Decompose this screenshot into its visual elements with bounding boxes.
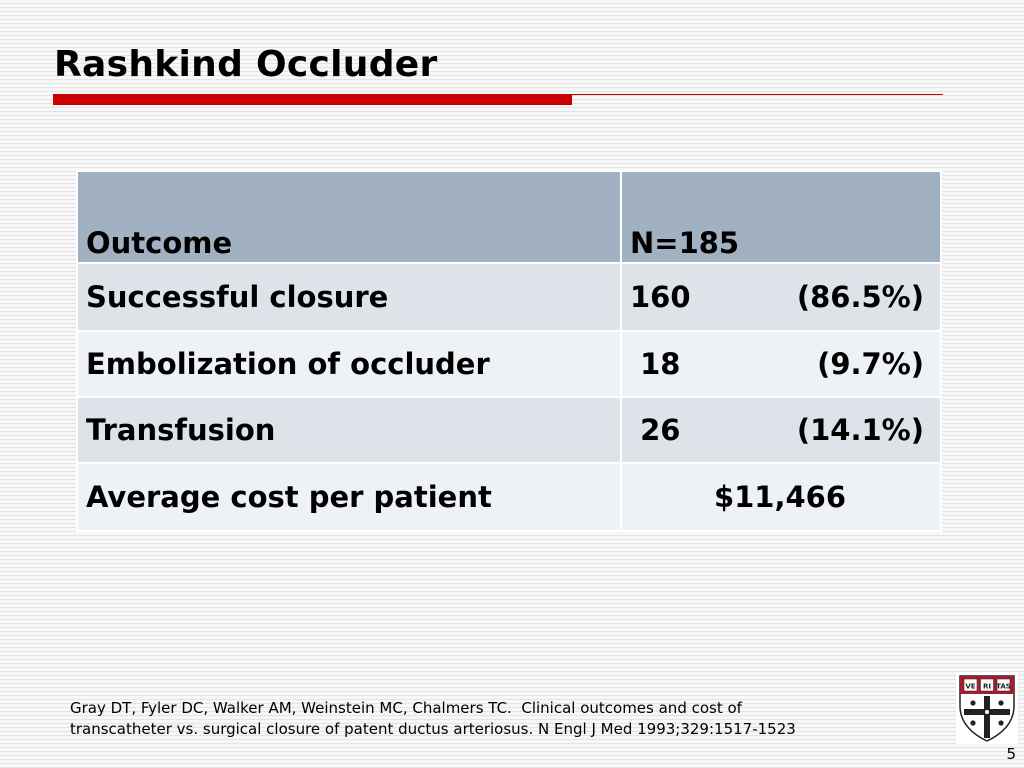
row-outcome-value: $11,466 <box>620 462 942 532</box>
row-outcome-value: 26 (14.1%) <box>620 396 942 464</box>
header-n: N=185 <box>620 170 942 264</box>
row-count: 160 <box>630 280 691 314</box>
table-row: Successful closure 160 (86.5%) <box>76 262 942 332</box>
row-count: 26 <box>630 413 681 447</box>
slide-title: Rashkind Occluder <box>54 44 438 85</box>
table-row: Average cost per patient $11,466 <box>76 462 942 532</box>
row-outcome-value: 160 (86.5%) <box>620 262 942 332</box>
table-row: Embolization of occluder 18 (9.7%) <box>76 330 942 398</box>
header-outcome: Outcome <box>76 170 622 264</box>
row-outcome-label: Embolization of occluder <box>76 330 622 398</box>
average-cost-value: $11,466 <box>713 480 847 514</box>
row-outcome-label: Successful closure <box>76 262 622 332</box>
row-percent: (14.1%) <box>796 413 924 447</box>
row-outcome-label: Average cost per patient <box>76 462 622 532</box>
svg-text:TAS: TAS <box>996 683 1011 691</box>
row-percent: (86.5%) <box>796 280 924 314</box>
row-outcome-value: 18 (9.7%) <box>620 330 942 398</box>
citation-line: Gray DT, Fyler DC, Walker AM, Weinstein … <box>70 699 742 717</box>
citation-line: transcatheter vs. surgical closure of pa… <box>70 720 796 738</box>
row-count: 18 <box>630 347 681 381</box>
title-underline-thick <box>53 94 572 105</box>
svg-text:RI: RI <box>983 683 991 691</box>
row-outcome-label: Transfusion <box>76 396 622 464</box>
svg-text:VE: VE <box>965 683 975 691</box>
page-number: 5 <box>1006 745 1016 763</box>
harvard-shield-icon: VE RI TAS <box>956 672 1018 744</box>
row-percent: (9.7%) <box>817 347 924 381</box>
outcome-table: Outcome N=185 Successful closure 160 (86.… <box>76 170 942 532</box>
table-header-row: Outcome N=185 <box>76 170 942 264</box>
table-row: Transfusion 26 (14.1%) <box>76 396 942 464</box>
citation: Gray DT, Fyler DC, Walker AM, Weinstein … <box>70 698 950 740</box>
title-underline-thin <box>572 94 943 95</box>
